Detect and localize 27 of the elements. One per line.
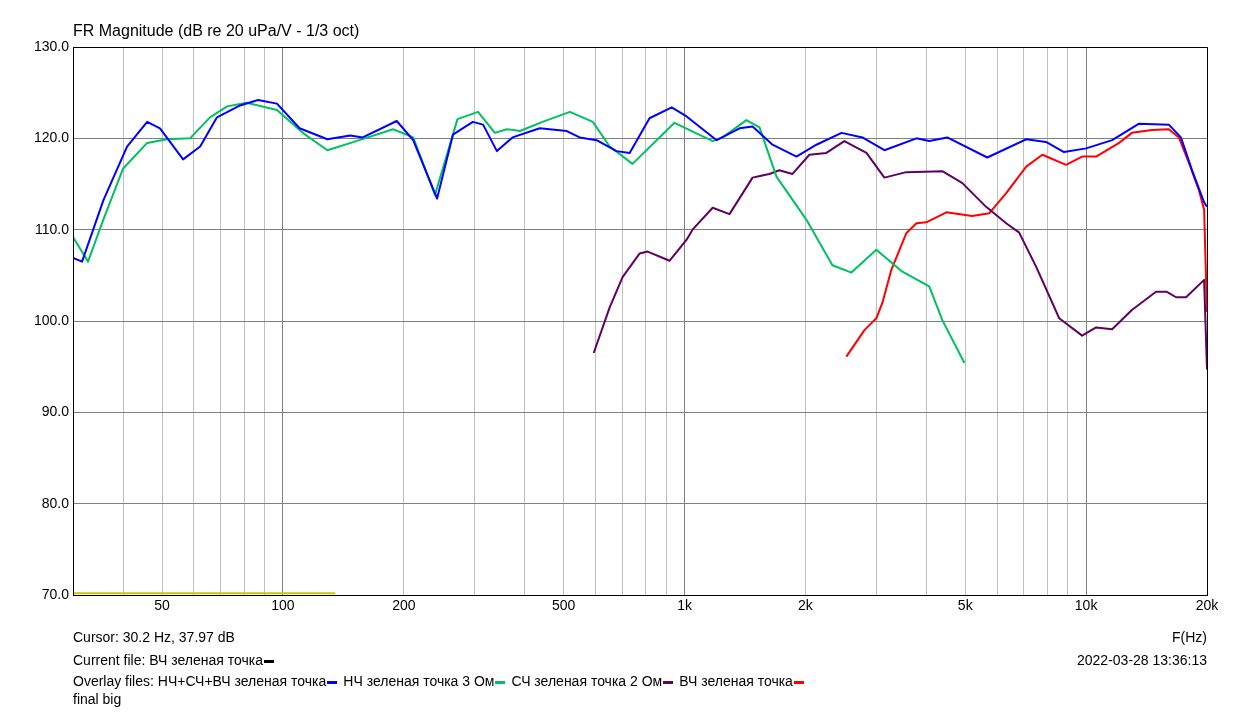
text: Current file: ВЧ зеленая точка bbox=[73, 652, 264, 668]
y-tick-label: 130.0 bbox=[33, 37, 70, 54]
x-tick-label: 500 bbox=[551, 597, 576, 614]
y-tick-label: 70.0 bbox=[41, 585, 70, 602]
x-tick-label: 2k bbox=[798, 597, 814, 614]
text: final big bbox=[73, 691, 122, 707]
x-tick-label: 5k bbox=[957, 597, 974, 614]
text: 2022-03-28 13:36:13 bbox=[1077, 652, 1207, 668]
chart-title: FR Magnitude (dB re 20 uPa/V - 1/3 oct) bbox=[73, 22, 360, 40]
legend-label: НЧ+СЧ+ВЧ зеленая точка bbox=[157, 673, 328, 689]
legend-label: НЧ зеленая точка 3 Ом bbox=[343, 673, 496, 689]
x-tick-label: 20k bbox=[1195, 597, 1220, 614]
y-tick-label: 120.0 bbox=[33, 129, 70, 146]
legend-label: ВЧ зеленая точка bbox=[679, 673, 794, 689]
x-tick-label: 1k bbox=[677, 597, 693, 614]
legend-label: СЧ зеленая точка 2 Ом bbox=[511, 673, 664, 689]
y-tick-label: 110.0 bbox=[35, 220, 70, 237]
x-tick-label: 10k bbox=[1074, 597, 1099, 614]
y-tick-label: 80.0 bbox=[41, 494, 70, 511]
y-tick-label: 90.0 bbox=[41, 403, 70, 420]
text: Cursor: 30.2 Hz, 37.97 dB bbox=[73, 629, 235, 645]
x-axis-title: F(Hz) bbox=[1172, 629, 1207, 645]
x-tick-label: 200 bbox=[392, 597, 416, 614]
x-tick-label: 50 bbox=[154, 597, 171, 614]
text: Overlay files: bbox=[73, 673, 154, 689]
x-tick-label: 100 bbox=[271, 597, 295, 614]
y-tick-label: 100.0 bbox=[33, 311, 70, 328]
